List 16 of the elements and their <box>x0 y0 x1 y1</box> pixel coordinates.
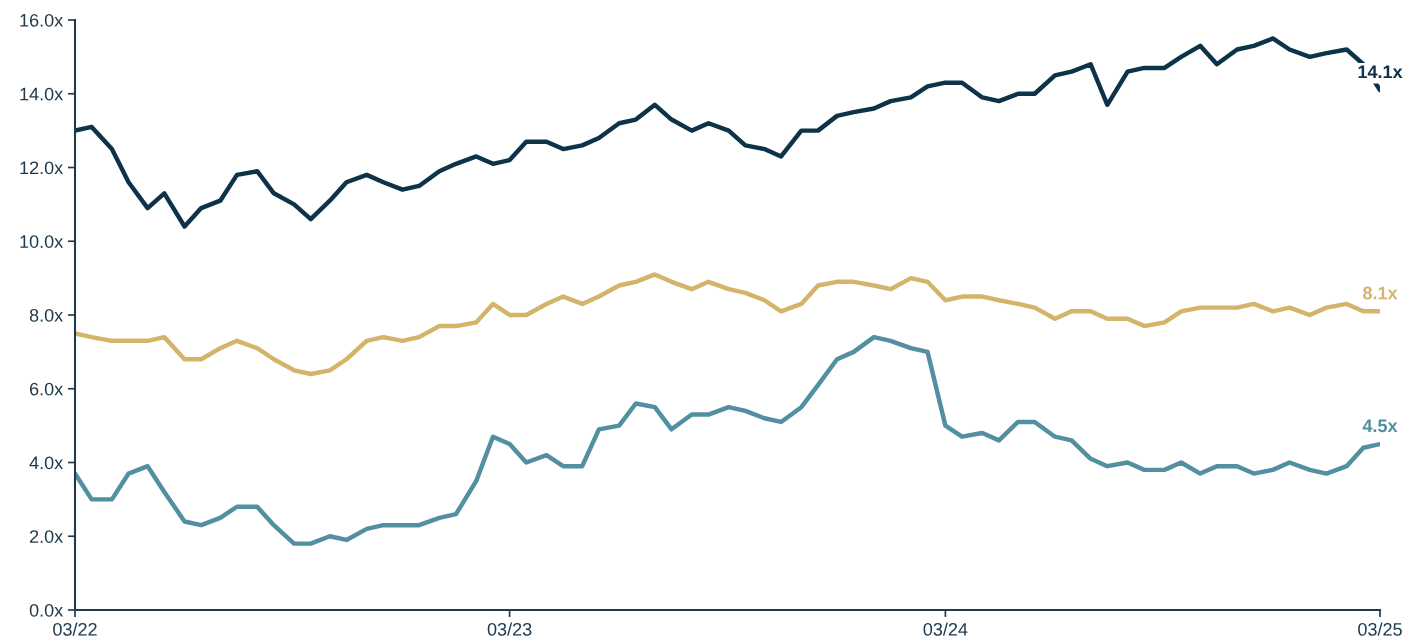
y-tick-label: 2.0x <box>29 530 63 543</box>
y-tick-label: 6.0x <box>29 382 63 396</box>
y-tick-label: 0.0x <box>29 603 63 617</box>
y-tick-label: 12.0x <box>20 161 63 175</box>
x-tick-label: 03/23 <box>487 622 532 636</box>
y-tick-label: 14.0x <box>20 87 63 101</box>
x-tick-label: 03/25 <box>1358 622 1402 636</box>
y-tick-label: 8.0x <box>29 308 63 322</box>
y-tick-label: 10.0x <box>20 235 63 248</box>
data-label: 4.5x <box>1362 419 1398 433</box>
y-tick-label: 4.0x <box>29 456 63 470</box>
x-tick-label: 03/22 <box>53 622 97 636</box>
data-label: 14.1x <box>1358 65 1403 78</box>
data-label: 8.1x <box>1363 286 1398 300</box>
x-tick-label: 03/24 <box>923 622 968 636</box>
y-tick-label: 16.0x <box>20 13 63 27</box>
